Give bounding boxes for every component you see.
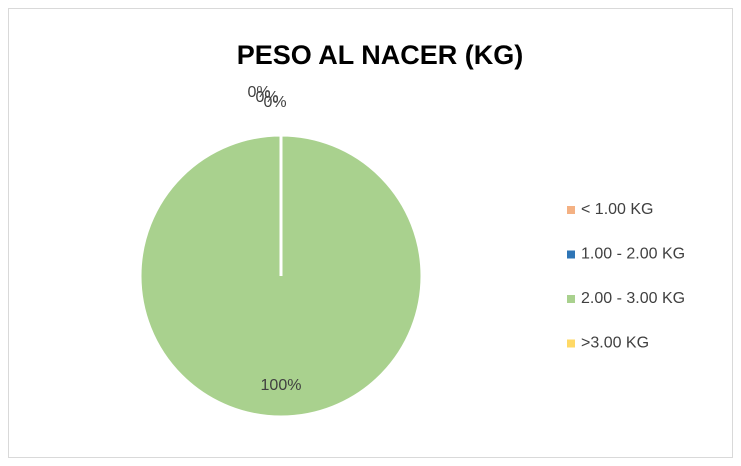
legend-label: 2.00 - 3.00 KG (581, 290, 685, 307)
legend-swatch (567, 206, 575, 214)
legend-label: < 1.00 KG (581, 201, 654, 218)
legend-swatch (567, 339, 575, 348)
data-label: 100% (261, 377, 302, 394)
legend-swatch (567, 250, 575, 259)
legend-swatch (567, 295, 575, 303)
data-label: 0% (263, 94, 286, 111)
legend-label: 1.00 - 2.00 KG (581, 246, 685, 263)
chart-title: PESO AL NACER (KG) (237, 40, 524, 70)
data-label: 0% (247, 84, 270, 101)
data-label: 0% (255, 89, 278, 106)
legend-label: >3.00 KG (581, 335, 649, 352)
